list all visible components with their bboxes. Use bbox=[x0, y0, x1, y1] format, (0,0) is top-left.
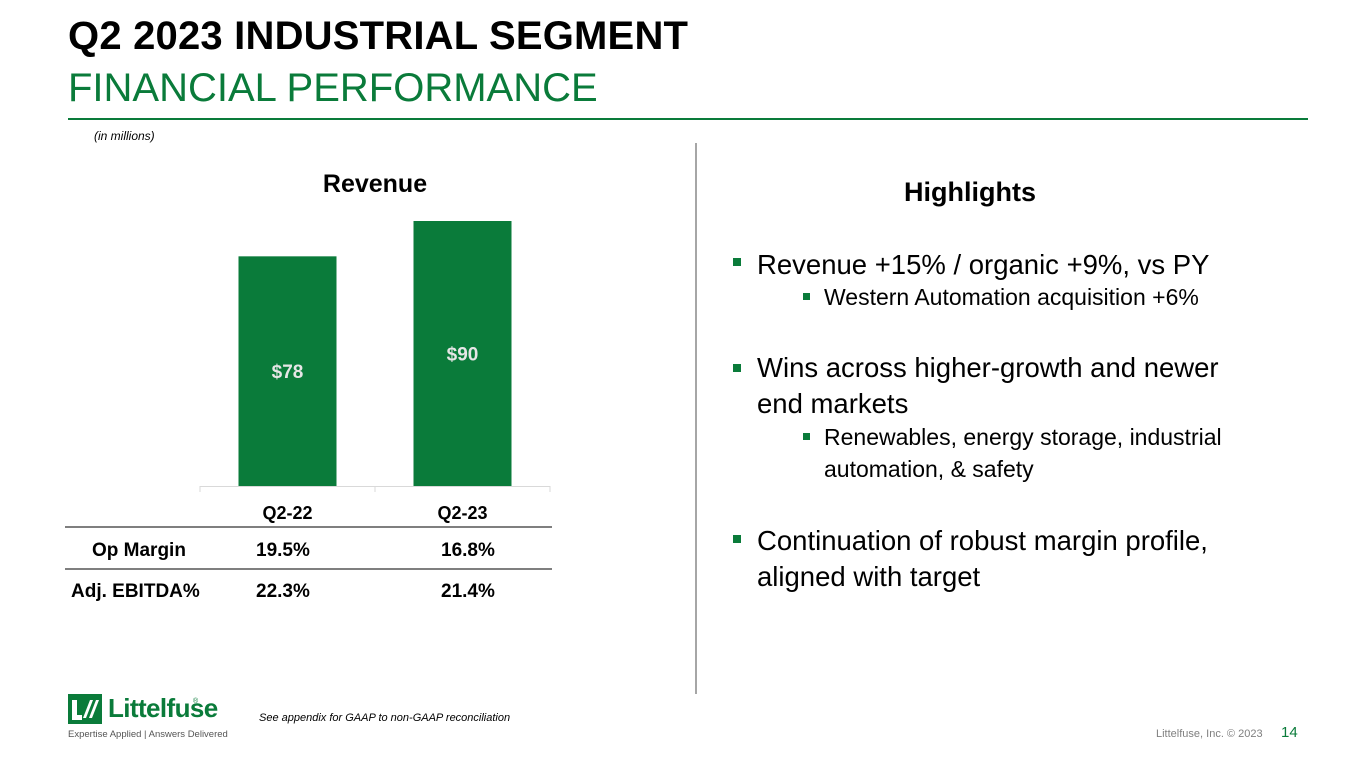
highlights-title: Highlights bbox=[904, 177, 1036, 207]
bullet-square-icon bbox=[733, 258, 741, 266]
chart-title: Revenue bbox=[322, 170, 428, 198]
units-note: (in millions) bbox=[94, 129, 155, 143]
table-row-label-op-margin: Op Margin bbox=[92, 540, 186, 561]
table-row-label-adj-ebitda: Adj. EBITDA% bbox=[71, 581, 200, 602]
title-divider bbox=[68, 118, 1308, 120]
highlight-wins-line2: end markets bbox=[757, 388, 909, 419]
table-cell-op-margin-q2-23: 16.8% bbox=[441, 540, 495, 561]
bar-q2-22 bbox=[238, 256, 337, 486]
table-cell-adj-ebitda-q2-22: 22.3% bbox=[256, 581, 310, 602]
bullet-square-icon bbox=[733, 364, 741, 372]
bar-q2-23 bbox=[413, 221, 512, 486]
column-divider bbox=[695, 143, 697, 694]
bar-data-label: $78 bbox=[272, 362, 304, 383]
bar-data-label: $90 bbox=[447, 345, 479, 366]
x-tick-label: Q2-23 bbox=[437, 503, 487, 523]
page-subtitle: FINANCIAL PERFORMANCE bbox=[68, 66, 598, 110]
footnote: See appendix for GAAP to non-GAAP reconc… bbox=[259, 712, 511, 724]
logo-wordmark: Littelfuse bbox=[108, 693, 218, 723]
logo-tagline: Expertise Applied | Answers Delivered bbox=[68, 729, 228, 740]
sub-bullet-square-icon bbox=[803, 433, 810, 440]
table-top-rule bbox=[65, 526, 552, 528]
bullet-square-icon bbox=[733, 535, 741, 543]
copyright: Littelfuse, Inc. © 2023 bbox=[1156, 728, 1263, 740]
highlight-margin-line1: Continuation of robust margin profile, bbox=[757, 525, 1208, 556]
highlight-revenue: Revenue +15% / organic +9%, vs PY bbox=[757, 249, 1210, 280]
littelfuse-logo-icon bbox=[68, 694, 102, 724]
table-cell-op-margin-q2-22: 19.5% bbox=[256, 540, 310, 561]
page-title: Q2 2023 INDUSTRIAL SEGMENT bbox=[68, 14, 689, 58]
highlight-wins-sub-line2: automation, & safety bbox=[824, 456, 1034, 482]
sub-bullet-square-icon bbox=[803, 293, 810, 300]
page-number: 14 bbox=[1281, 724, 1298, 741]
highlight-margin-line2: aligned with target bbox=[757, 561, 981, 592]
highlight-wins-sub-line1: Renewables, energy storage, industrial bbox=[824, 424, 1222, 450]
revenue-bar-chart: $78 Q2-22 $90 Q2-23 bbox=[199, 221, 551, 523]
logo-registered-mark: ® bbox=[193, 698, 199, 705]
table-middle-rule bbox=[65, 568, 552, 570]
highlight-wins-line1: Wins across higher-growth and newer bbox=[757, 352, 1219, 383]
highlight-revenue-sub: Western Automation acquisition +6% bbox=[824, 284, 1199, 310]
table-cell-adj-ebitda-q2-23: 21.4% bbox=[441, 581, 495, 602]
x-tick-label: Q2-22 bbox=[262, 503, 312, 523]
